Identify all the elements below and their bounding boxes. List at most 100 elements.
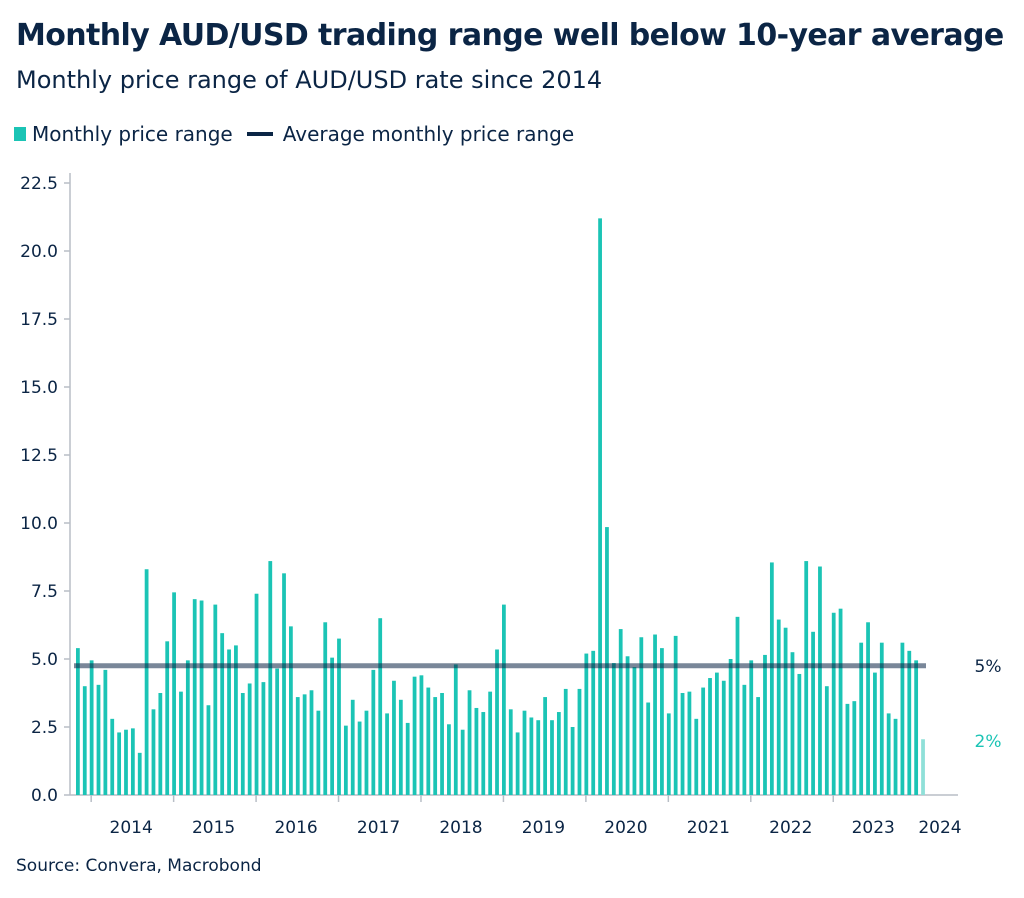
bar [124, 729, 128, 795]
bar [185, 660, 190, 795]
bar [563, 688, 568, 795]
bar [529, 717, 534, 795]
bar [756, 697, 761, 795]
bar [701, 687, 706, 795]
bar [879, 642, 884, 795]
bar [721, 680, 726, 795]
bar [481, 712, 486, 795]
bar [522, 710, 527, 795]
end-labels: 5% 2% [975, 657, 1002, 752]
bar [543, 697, 548, 795]
bar [763, 654, 767, 795]
bar [199, 600, 204, 795]
x-tick-label: 2019 [522, 818, 565, 838]
bar [495, 649, 499, 795]
bar [357, 721, 362, 795]
bar [646, 702, 651, 795]
x-tick-label: 2016 [274, 818, 317, 838]
x-tick-label: 2024 [918, 818, 961, 838]
bar [234, 645, 238, 795]
bar [550, 720, 554, 795]
x-tick-label: 2018 [439, 818, 482, 838]
bar [392, 680, 396, 795]
bar [907, 650, 912, 795]
bar [618, 629, 623, 795]
y-tick-label: 15.0 [20, 378, 58, 398]
bar [323, 622, 328, 795]
bar [103, 669, 108, 795]
bar [536, 720, 541, 795]
bar [783, 627, 788, 795]
y-tick-label: 17.5 [20, 310, 58, 330]
bar [137, 752, 142, 795]
bar [405, 722, 410, 795]
bar [261, 682, 266, 795]
x-tick-label: 2015 [192, 818, 235, 838]
legend-label-average: Average monthly price range [282, 122, 575, 146]
bar [591, 650, 596, 795]
bar [295, 697, 300, 795]
x-tick-label: 2017 [357, 818, 400, 838]
bar [158, 693, 163, 795]
bar [289, 626, 293, 795]
bar [220, 633, 225, 795]
end-label-average: 5% [975, 657, 1002, 677]
bar [247, 683, 252, 795]
bar [206, 705, 211, 795]
bar [605, 527, 609, 795]
bar [611, 663, 616, 795]
bar [350, 699, 355, 795]
legend-label-monthly-range: Monthly price range [32, 122, 233, 146]
bar [515, 732, 520, 795]
bar [275, 668, 280, 795]
bar [343, 725, 348, 795]
bar [508, 709, 513, 795]
bar [577, 688, 582, 795]
bar [790, 652, 795, 795]
bar [852, 701, 857, 795]
bar [769, 562, 774, 795]
bar [845, 703, 850, 795]
bar [632, 667, 637, 795]
bar [914, 660, 919, 795]
bar [144, 569, 149, 795]
bar [192, 599, 197, 795]
bar [776, 619, 781, 795]
bar [735, 616, 740, 795]
bar [330, 657, 335, 795]
bar [570, 727, 575, 795]
bar [893, 718, 898, 795]
bar [398, 699, 403, 795]
bar [213, 604, 218, 795]
bar [385, 713, 389, 795]
bar [110, 718, 115, 795]
bar [460, 729, 465, 795]
bar [653, 634, 657, 795]
bar [433, 697, 438, 795]
bar [179, 691, 183, 795]
x-axis: 2014 2015 2016 2017 2018 2019 2020 2021 2022 2023… [70, 794, 962, 838]
bar [708, 678, 712, 795]
bar [117, 732, 122, 795]
bar [453, 664, 458, 795]
y-tick-label: 5.0 [31, 650, 58, 670]
bar [873, 672, 877, 795]
bar [831, 612, 836, 795]
bar [639, 637, 644, 795]
bar [797, 673, 802, 795]
legend-item-average: Average monthly price range [246, 122, 575, 146]
bar [419, 675, 424, 795]
source-note: Source: Convera, Macrobond [16, 856, 262, 876]
bar [309, 690, 314, 795]
bar [804, 561, 809, 795]
bar [96, 684, 101, 795]
bar [378, 618, 383, 795]
y-tick-label: 2.5 [31, 718, 58, 738]
bar [268, 561, 273, 795]
bar [694, 718, 699, 795]
bar [886, 713, 891, 795]
chart-title: Monthly AUD/USD trading range well below… [16, 18, 1004, 53]
y-tick-label: 10.0 [20, 514, 58, 534]
x-tick-label: 2022 [769, 818, 812, 838]
